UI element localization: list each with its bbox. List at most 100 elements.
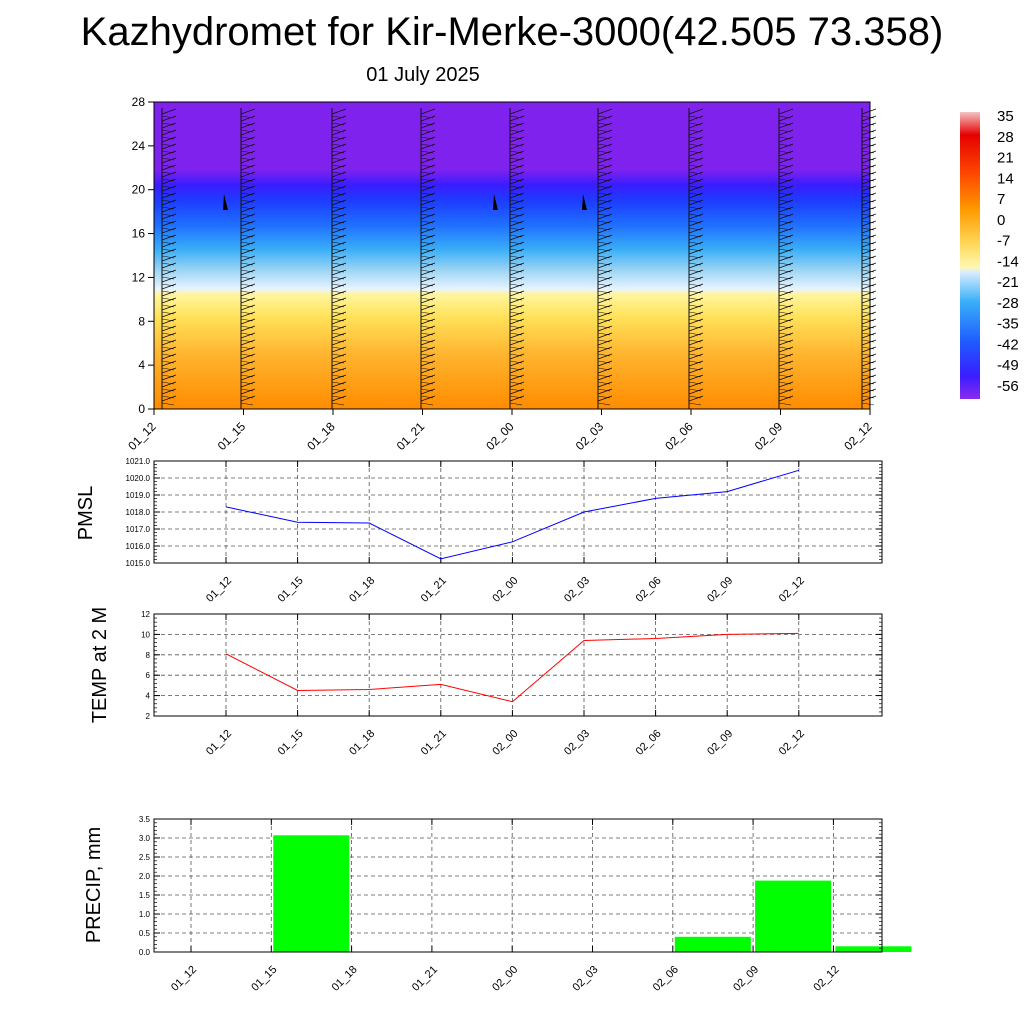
wind-barb-feather: [861, 395, 877, 402]
wind-barb-feather: [240, 262, 256, 269]
wind-barb-feather: [597, 122, 613, 129]
wind-barb-feather: [778, 192, 794, 199]
wind-barb-feather: [778, 143, 794, 150]
wind-barb-feather: [240, 325, 256, 332]
wind-barb-feather: [861, 381, 877, 388]
wind-barb-feather: [597, 192, 613, 199]
wind-barb-feather: [688, 129, 704, 136]
precip-bar: [755, 880, 832, 952]
wind-barb-feather: [509, 290, 525, 297]
wind-barb-feather: [420, 150, 436, 157]
wind-barb-feather: [331, 283, 347, 290]
colorbar-label: -56: [997, 378, 1019, 395]
wind-barb-feather: [240, 164, 256, 171]
wind-barb-feather: [688, 311, 704, 318]
wind-barb-feather: [778, 388, 794, 395]
wind-barb-feather: [597, 304, 613, 311]
colorbar-label: -21: [997, 274, 1019, 291]
wind-barb-feather: [240, 227, 256, 234]
wind-barb-feather: [778, 241, 794, 248]
xs-y-tick-label: 0: [138, 402, 145, 416]
wind-barb-feather: [161, 136, 177, 143]
wind-barb-feather: [240, 192, 256, 199]
wind-barb-feather: [420, 206, 436, 213]
xs-x-tick-label: 02_03: [573, 419, 607, 453]
wind-barb-feather: [331, 185, 347, 192]
wind-barb-feather: [688, 269, 704, 276]
temp-frame: [153, 613, 883, 717]
wind-barb-feather: [331, 311, 347, 318]
wind-barb-feather: [240, 402, 254, 406]
p1-x-tick-label: 01_12: [204, 575, 234, 605]
wind-barb-feather: [688, 143, 704, 150]
wind-barb-feather: [509, 395, 525, 402]
wind-barbs: [161, 108, 877, 409]
wind-barb-feather: [331, 143, 347, 150]
wind-barb-feather: [240, 157, 256, 164]
wind-barb-feather: [420, 269, 436, 276]
wind-barb-feather: [778, 318, 794, 325]
wind-barb-feather: [509, 220, 525, 227]
wind-barb-feather: [861, 374, 877, 381]
p2-y-tick-label: 8: [146, 651, 151, 660]
wind-barb-feather: [597, 381, 613, 388]
wind-barb-feather: [161, 227, 177, 234]
wind-barb-feather: [597, 220, 613, 227]
wind-barb-feather: [420, 115, 436, 122]
wind-barb-feather: [240, 143, 256, 150]
wind-barb-feather: [597, 325, 613, 332]
wind-barb-feather: [161, 283, 177, 290]
wind-barb-feather: [420, 213, 436, 220]
wind-barb-feather: [240, 171, 256, 178]
wind-barb-feather: [240, 276, 256, 283]
wind-barb-feather: [331, 150, 347, 157]
precip-bar: [835, 946, 912, 952]
wind-barb-feather: [509, 241, 525, 248]
wind-barb-feather: [240, 290, 256, 297]
temp-minor-ticks: [154, 613, 882, 717]
wind-barb-feather: [331, 381, 347, 388]
wind-barb-feather: [688, 290, 704, 297]
wind-barb-feather: [420, 157, 436, 164]
wind-barb-feather: [778, 164, 794, 171]
p3-x-tick-label: 02_06: [651, 964, 681, 994]
p1-x-tick-label: 01_21: [419, 575, 449, 605]
wind-barb-feather: [240, 108, 256, 115]
p3-x-tick-label: 01_18: [330, 964, 360, 994]
wind-barb-feather: [331, 241, 347, 248]
wind-barb-feather: [688, 381, 704, 388]
wind-barb-feather: [597, 255, 613, 262]
wind-barb-feather: [688, 185, 704, 192]
wind-barb-feather: [331, 115, 347, 122]
wind-barb-feather: [331, 304, 347, 311]
chart-subtitle: 01 July 2025: [366, 64, 480, 86]
wind-barb-feather: [597, 367, 613, 374]
wind-barb-feather: [597, 213, 613, 220]
p2-y-tick-label: 6: [146, 671, 151, 680]
wind-barb-feather: [597, 248, 613, 255]
wind-barb-feather: [597, 353, 613, 360]
colorbar-label: -49: [997, 357, 1019, 374]
wind-barb-feather: [688, 199, 704, 206]
wind-barb-feather: [509, 157, 525, 164]
wind-barb-feather: [161, 388, 177, 395]
colorbar: 35 28 21 14 7 0 -7 -14 -21 -28 -35 -42 -49 -56: [960, 108, 1019, 399]
wind-barb-feather: [161, 150, 177, 157]
p1-y-tick-label: 1021.0: [126, 457, 151, 466]
wind-barb-feather: [420, 178, 436, 185]
wind-barb-feather: [240, 381, 256, 388]
wind-barb-feather: [597, 129, 613, 136]
wind-barb-feather: [509, 367, 525, 374]
wind-barb-feather: [778, 395, 794, 402]
wind-barb-feather: [597, 276, 613, 283]
wind-barb-feather: [597, 360, 613, 367]
wind-barb-feather: [420, 297, 436, 304]
p1-y-tick-label: 1016.0: [126, 542, 151, 551]
wind-barb-feather: [331, 136, 347, 143]
wind-barb-feather: [861, 143, 877, 150]
wind-barb-feather: [861, 388, 877, 395]
wind-barb-feather: [240, 339, 256, 346]
wind-barb-feather: [240, 374, 256, 381]
wind-barb-feather: [161, 311, 177, 318]
wind-barb-feather: [161, 255, 177, 262]
